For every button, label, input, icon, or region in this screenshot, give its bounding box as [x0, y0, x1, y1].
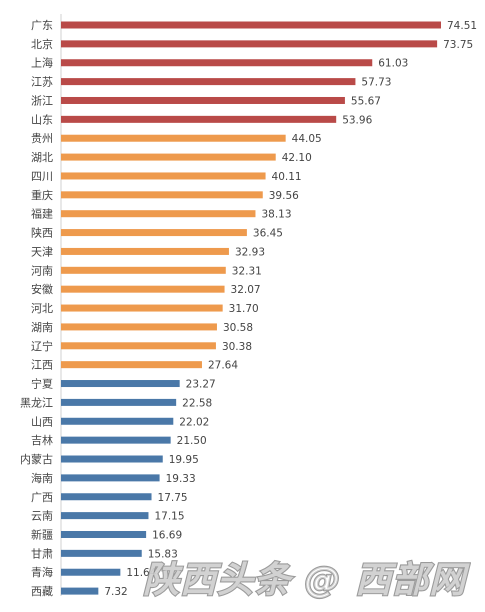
value-label: 53.96 — [342, 114, 372, 126]
category-label: 贵州 — [31, 132, 53, 145]
category-label: 湖北 — [31, 151, 53, 164]
category-label: 四川 — [31, 170, 53, 183]
bar — [61, 568, 121, 576]
value-label: 40.11 — [272, 171, 302, 183]
category-label: 西藏 — [31, 585, 53, 598]
bar — [61, 323, 217, 331]
bar — [61, 285, 225, 293]
value-label: 15.83 — [148, 548, 178, 560]
bar — [61, 398, 177, 406]
bar — [61, 474, 160, 482]
category-label: 重庆 — [31, 188, 53, 202]
category-label: 福建 — [31, 207, 53, 221]
bar — [61, 587, 99, 595]
category-label: 天津 — [31, 245, 53, 258]
value-label: 19.95 — [169, 454, 199, 466]
value-label: 55.67 — [351, 95, 381, 107]
category-label: 河北 — [31, 302, 53, 315]
bar — [61, 191, 263, 199]
value-label: 38.13 — [261, 209, 291, 221]
bar — [61, 361, 202, 369]
bar — [61, 247, 229, 255]
bar — [61, 512, 149, 520]
value-label: 32.93 — [235, 246, 265, 258]
value-label: 19.33 — [166, 473, 196, 485]
value-label: 22.58 — [182, 397, 212, 409]
category-label: 吉林 — [31, 433, 53, 447]
category-label: 北京 — [31, 37, 53, 51]
value-label: 30.38 — [222, 341, 252, 353]
bar — [61, 530, 147, 538]
bar — [61, 342, 216, 350]
value-label: 30.58 — [223, 322, 253, 334]
watermark-logo: 陕西头条 @ 西部网 — [141, 554, 471, 606]
value-label: 61.03 — [378, 58, 408, 70]
category-label: 上海 — [31, 56, 53, 70]
bar — [61, 455, 163, 463]
value-label: 21.50 — [177, 435, 207, 447]
value-label: 17.15 — [154, 511, 184, 523]
category-label: 甘肃 — [31, 547, 53, 560]
value-label: 36.45 — [253, 228, 283, 240]
category-label: 青海 — [31, 565, 53, 579]
bar — [61, 78, 356, 86]
value-label: 57.73 — [361, 77, 391, 89]
value-label: 74.51 — [447, 20, 477, 32]
category-label: 江西 — [31, 359, 53, 372]
category-label: 湖南 — [31, 321, 53, 334]
category-label: 云南 — [31, 510, 53, 523]
value-label: 32.07 — [231, 284, 261, 296]
bar — [61, 59, 373, 67]
value-label: 39.56 — [269, 190, 299, 202]
category-label: 安徽 — [31, 282, 53, 296]
value-label: 11.64 — [126, 567, 156, 579]
category-label: 陕西 — [31, 226, 53, 240]
bar — [61, 436, 171, 444]
value-label: 7.32 — [104, 586, 127, 598]
category-label: 河南 — [31, 264, 53, 277]
bar — [61, 493, 152, 501]
category-label: 江苏 — [31, 76, 53, 89]
bar — [61, 21, 442, 29]
bar — [61, 115, 337, 123]
bar — [61, 172, 266, 180]
category-label: 辽宁 — [31, 339, 53, 353]
bar — [61, 153, 276, 161]
category-label: 广西 — [31, 491, 53, 504]
value-label: 42.10 — [282, 152, 312, 164]
category-label: 广东 — [31, 19, 53, 32]
value-label: 31.70 — [229, 303, 259, 315]
value-label: 23.27 — [186, 379, 216, 391]
category-label: 新疆 — [31, 527, 53, 541]
category-label: 内蒙古 — [20, 452, 53, 466]
bar — [61, 40, 438, 48]
category-label: 黑龙江 — [20, 396, 53, 409]
bar — [61, 380, 180, 388]
bar — [61, 304, 223, 312]
value-label: 73.75 — [443, 39, 473, 51]
value-label: 44.05 — [292, 133, 322, 145]
bar-group: 广东 74.51 北京 73.75 上海 61.03 江苏 57.73 浙江 55.67 山东 53.… — [20, 19, 477, 598]
value-label: 16.69 — [152, 529, 182, 541]
bar — [61, 417, 174, 425]
category-label: 浙江 — [31, 94, 53, 107]
bar — [61, 266, 226, 274]
value-label: 22.02 — [179, 416, 209, 428]
svg-text:陕西头条 @ 西部网: 陕西头条 @ 西部网 — [143, 560, 470, 601]
value-label: 32.31 — [232, 265, 262, 277]
bar — [61, 549, 142, 557]
value-label: 27.64 — [208, 360, 238, 372]
category-label: 宁夏 — [31, 377, 53, 391]
category-label: 山东 — [31, 113, 53, 126]
category-label: 山西 — [31, 415, 53, 428]
category-label: 海南 — [31, 471, 53, 485]
bar — [61, 96, 345, 104]
bar — [61, 134, 286, 142]
bar — [61, 229, 247, 237]
value-label: 17.75 — [158, 492, 188, 504]
bar — [61, 210, 256, 218]
